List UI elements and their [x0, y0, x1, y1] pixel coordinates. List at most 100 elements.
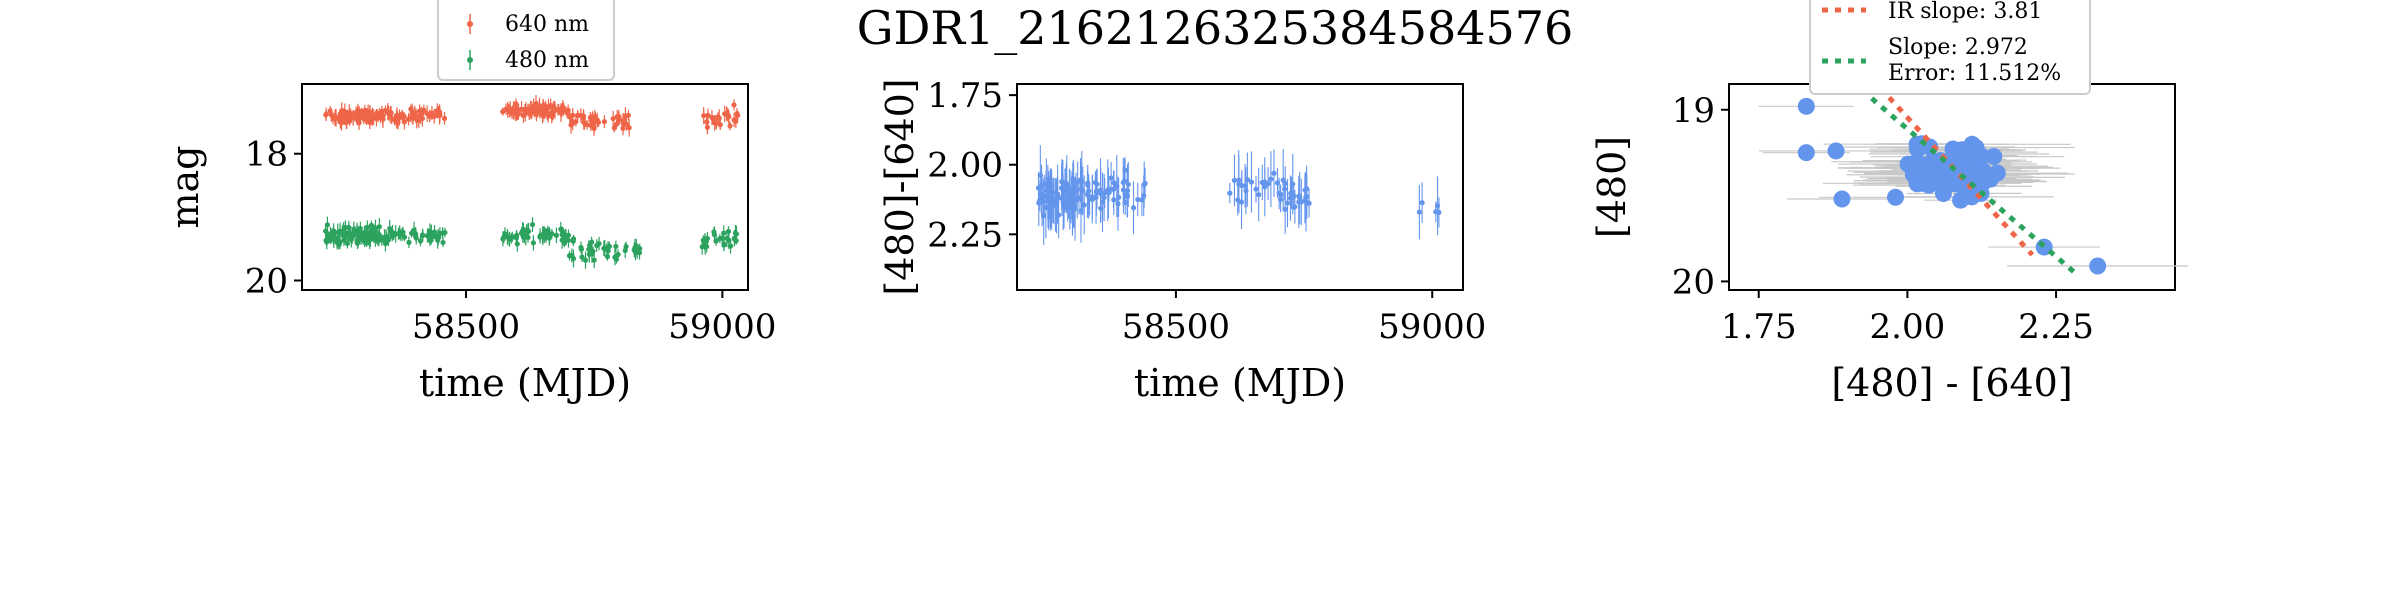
data-point — [587, 242, 593, 249]
data-point — [335, 229, 341, 236]
data-point — [1059, 185, 1066, 191]
data-point — [578, 246, 585, 252]
data-point — [1988, 164, 2006, 182]
x-tick-label: 2.00 — [1870, 307, 1946, 347]
data-point — [367, 235, 374, 242]
data-point — [1303, 194, 1309, 200]
data-point — [704, 119, 710, 125]
y-tick-label: 1.75 — [927, 76, 1003, 116]
data-point — [418, 113, 424, 119]
data-point — [1926, 172, 1944, 190]
data-point — [616, 114, 622, 121]
data-point — [717, 235, 723, 242]
data-point — [434, 111, 441, 117]
data-point — [1048, 196, 1054, 202]
data-point — [324, 239, 330, 245]
data-point — [362, 239, 368, 245]
data-point — [734, 110, 740, 117]
data-point — [605, 248, 611, 254]
data-point — [573, 119, 579, 125]
data-point — [324, 222, 331, 228]
data-point — [1105, 190, 1112, 196]
data-point — [1043, 181, 1049, 187]
data-point — [733, 118, 739, 124]
data-point — [1833, 190, 1851, 208]
data-point — [1070, 201, 1076, 207]
data-point — [514, 241, 520, 247]
data-point — [553, 232, 560, 238]
data-point — [1067, 196, 1073, 202]
data-point — [541, 107, 547, 113]
data-point — [1268, 176, 1274, 182]
cmd-points — [1797, 97, 2107, 275]
data-point — [587, 114, 594, 120]
data-point — [559, 237, 565, 243]
data-point — [382, 240, 389, 247]
data-point — [338, 120, 345, 126]
data-point — [356, 120, 362, 126]
y-tick-label: 20 — [245, 261, 288, 301]
data-point — [580, 114, 587, 120]
data-point — [1111, 197, 1117, 203]
data-point — [1125, 181, 1131, 188]
data-point — [1059, 179, 1065, 185]
legend: 640 nm 480 nm — [437, 0, 615, 81]
data-point — [428, 237, 434, 243]
legend-label: IR slope: 3.81 — [1888, 0, 2042, 24]
data-point — [558, 226, 564, 232]
data-point — [376, 224, 382, 230]
data-point — [343, 232, 349, 238]
data-point — [594, 242, 600, 249]
data-point — [523, 230, 529, 236]
data-point — [372, 232, 378, 238]
data-point — [514, 111, 521, 117]
data-point — [507, 106, 513, 112]
y-tick-label: 20 — [1672, 262, 1715, 302]
data-point — [353, 109, 359, 116]
legend-frame — [1809, 0, 2091, 95]
series-color-index — [1035, 145, 1442, 245]
data-point — [1064, 181, 1070, 188]
data-point — [323, 112, 329, 118]
x-tick-label: 1.75 — [1721, 307, 1797, 347]
data-point — [406, 239, 412, 245]
data-point — [704, 124, 711, 130]
data-point — [368, 114, 374, 120]
data-point — [534, 105, 541, 111]
data-point — [1089, 194, 1096, 200]
data-point — [1080, 188, 1086, 194]
data-point — [1908, 135, 1926, 153]
data-point — [724, 235, 730, 241]
data-point — [355, 237, 361, 243]
legend-label: Slope: 2.972 — [1888, 35, 2028, 60]
series-640nm — [323, 95, 741, 137]
data-point — [611, 125, 617, 131]
data-point — [561, 105, 567, 111]
data-point — [441, 115, 448, 121]
data-point — [344, 117, 350, 124]
data-point — [1971, 146, 1989, 164]
data-point — [391, 117, 398, 123]
data-point — [526, 109, 532, 115]
x-tick-label: 59000 — [1378, 307, 1486, 347]
data-point — [1248, 179, 1255, 185]
data-point — [622, 247, 628, 254]
data-point — [1416, 209, 1422, 215]
data-point — [501, 234, 507, 240]
data-point — [440, 230, 446, 236]
data-point — [344, 240, 350, 247]
data-point — [584, 122, 590, 128]
data-point — [626, 125, 632, 131]
axes-frame — [301, 83, 749, 291]
data-point — [513, 101, 519, 107]
data-point — [348, 236, 354, 243]
y-tick-label: 19 — [1672, 91, 1715, 131]
data-point — [591, 257, 597, 263]
data-point — [1046, 190, 1052, 196]
panel-3: 1.75 2.00 2.25 19 20 [480] - [640] [480] IR slo… — [1590, 0, 2189, 405]
data-point — [610, 116, 616, 122]
data-point — [1277, 191, 1284, 198]
data-point — [1827, 142, 1845, 160]
